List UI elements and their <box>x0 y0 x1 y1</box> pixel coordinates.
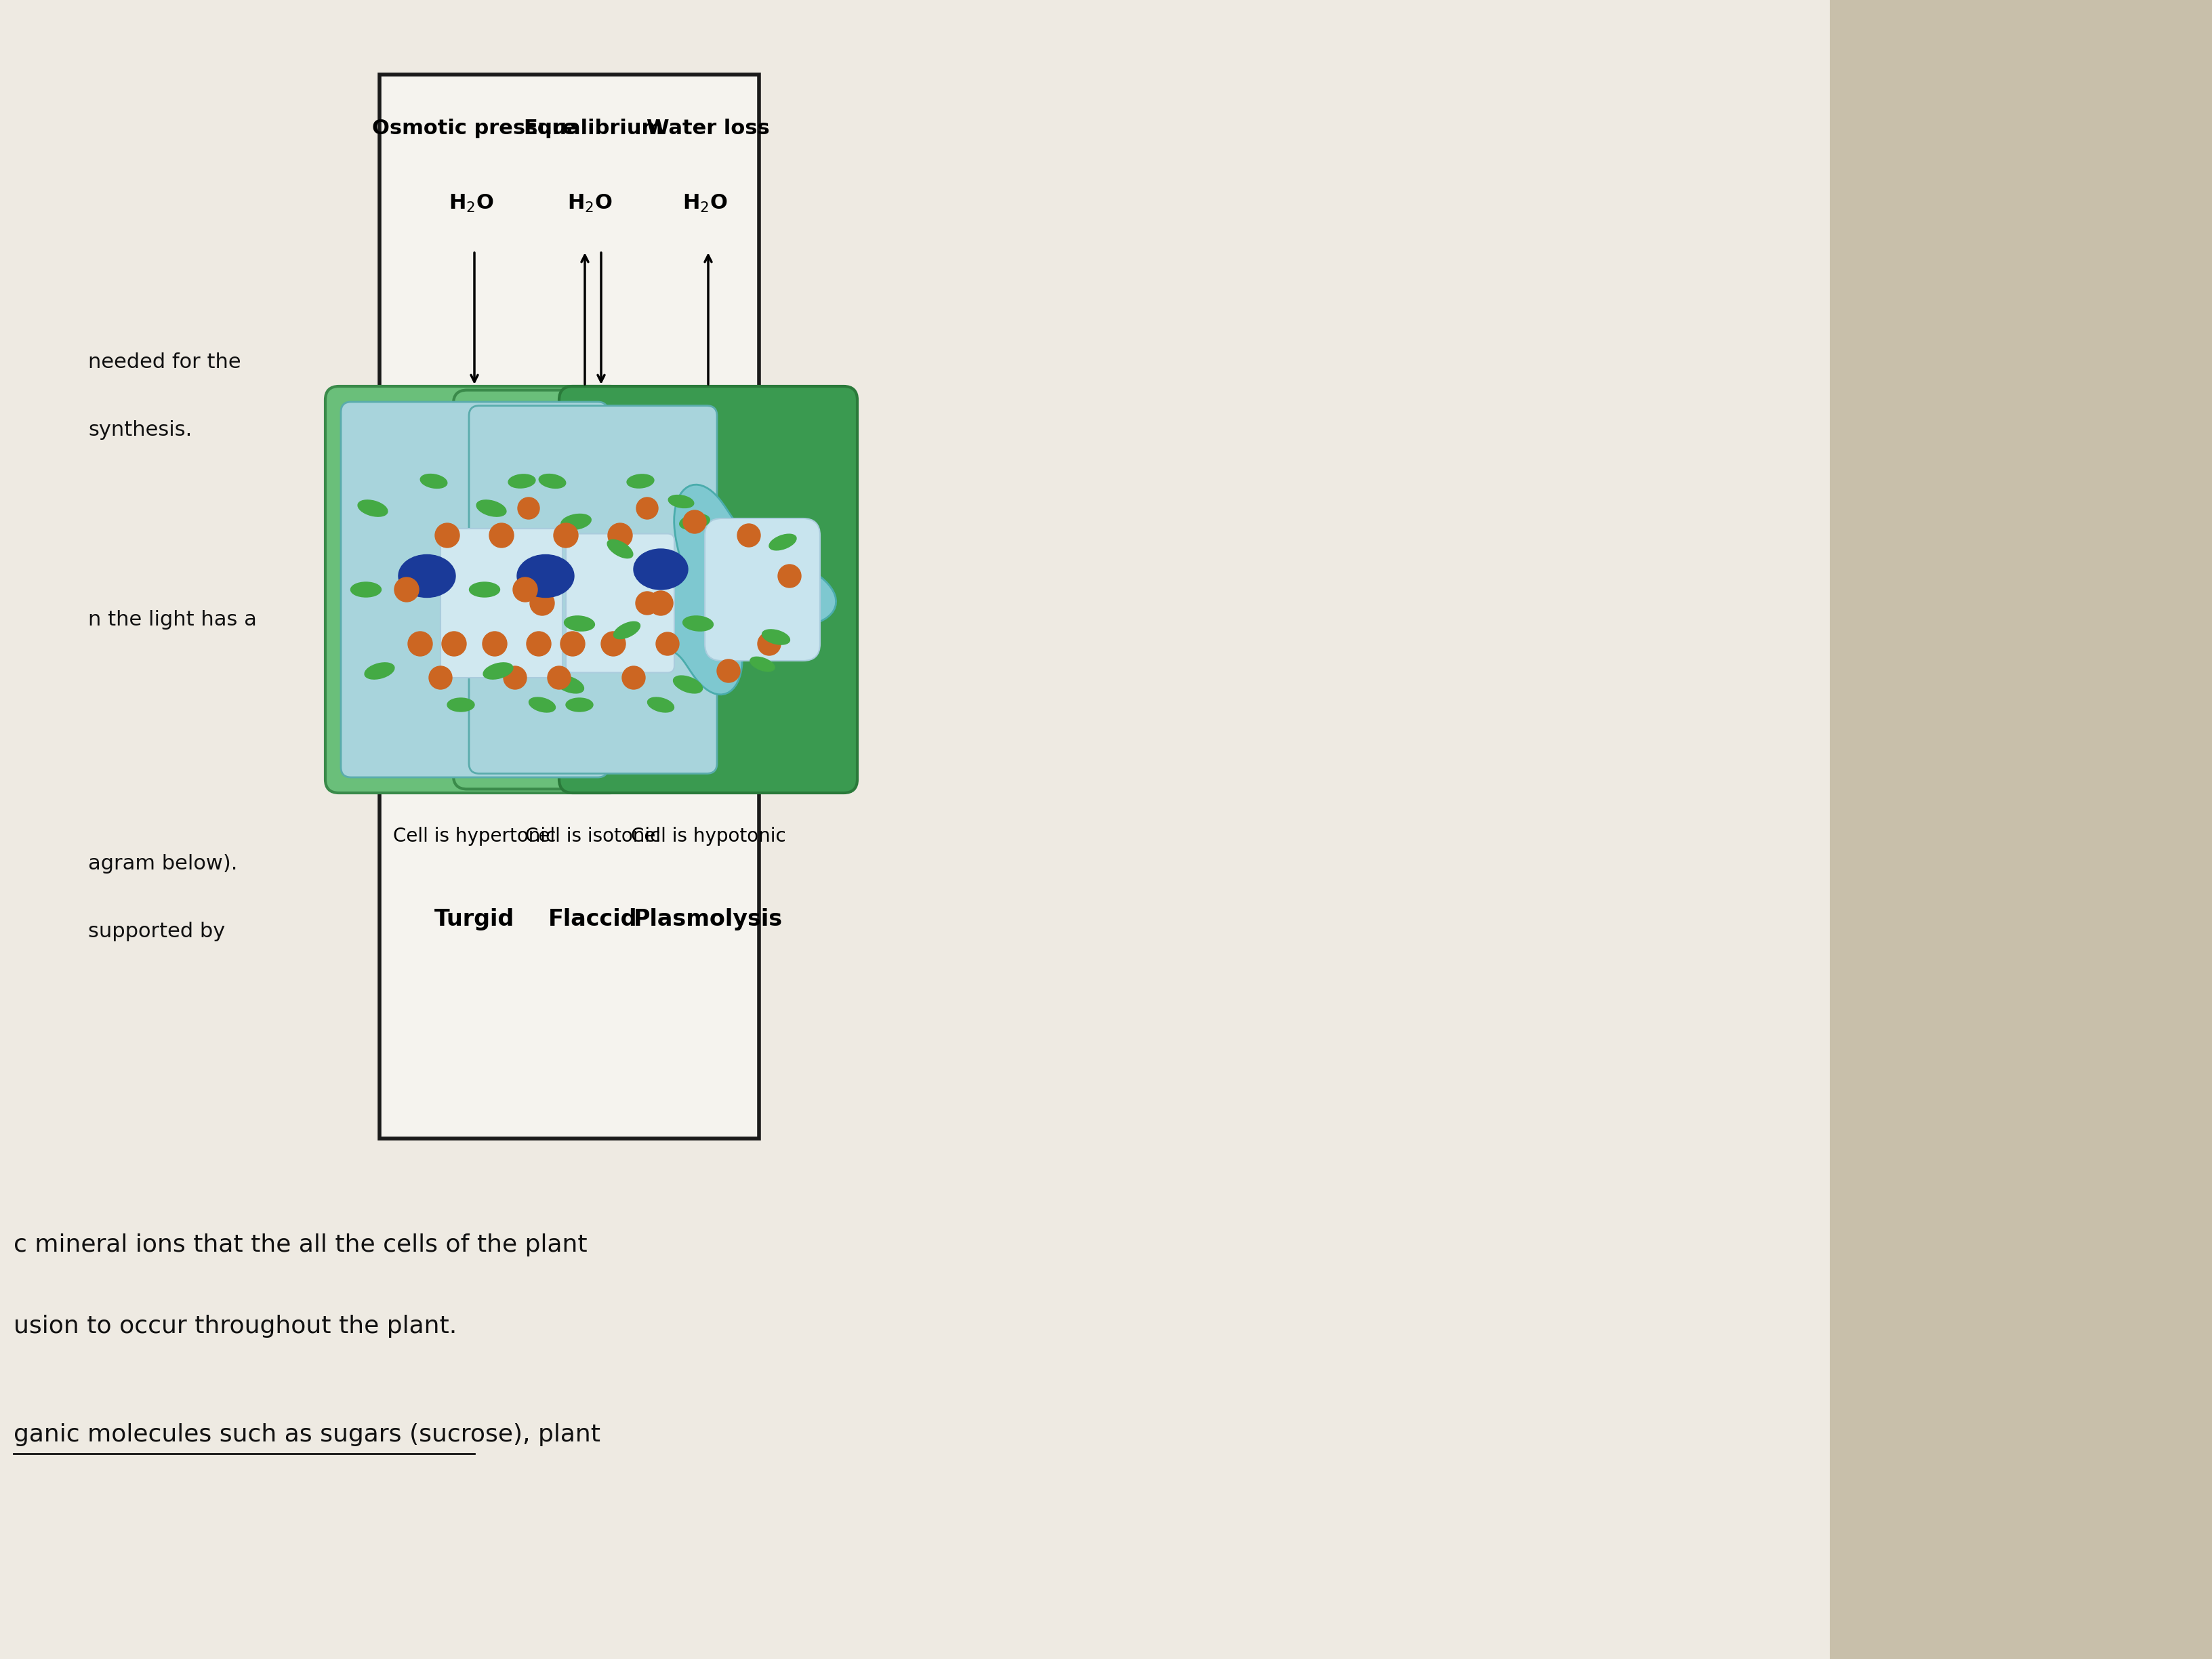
Circle shape <box>717 659 741 682</box>
Ellipse shape <box>447 698 473 712</box>
Circle shape <box>531 591 555 615</box>
Text: Osmotic pressure: Osmotic pressure <box>372 118 577 138</box>
Circle shape <box>657 632 679 655</box>
Circle shape <box>608 523 633 547</box>
Ellipse shape <box>684 615 712 630</box>
Circle shape <box>394 577 418 602</box>
Circle shape <box>635 592 659 615</box>
Circle shape <box>513 577 538 602</box>
Circle shape <box>526 632 551 655</box>
Circle shape <box>602 632 626 655</box>
FancyBboxPatch shape <box>469 406 717 773</box>
Text: Equalibrium: Equalibrium <box>522 118 664 138</box>
Circle shape <box>429 667 451 688</box>
Circle shape <box>759 632 781 655</box>
FancyBboxPatch shape <box>566 534 675 672</box>
Ellipse shape <box>562 514 591 529</box>
Ellipse shape <box>770 534 796 551</box>
Text: H$_2$O: H$_2$O <box>566 192 613 214</box>
FancyBboxPatch shape <box>341 401 608 778</box>
Text: H$_2$O: H$_2$O <box>681 192 728 214</box>
Circle shape <box>648 591 672 615</box>
Ellipse shape <box>509 474 535 488</box>
Ellipse shape <box>352 582 380 597</box>
Circle shape <box>560 632 584 655</box>
Text: supported by: supported by <box>88 922 226 941</box>
Ellipse shape <box>648 697 675 712</box>
Ellipse shape <box>469 582 500 597</box>
Ellipse shape <box>476 499 507 516</box>
Ellipse shape <box>358 499 387 516</box>
FancyBboxPatch shape <box>706 519 821 660</box>
Text: H$_2$O: H$_2$O <box>449 192 493 214</box>
Circle shape <box>504 667 526 688</box>
Text: Water loss: Water loss <box>646 118 770 138</box>
Text: usion to occur throughout the plant.: usion to occur throughout the plant. <box>13 1314 458 1337</box>
FancyBboxPatch shape <box>1829 0 2212 1659</box>
Text: n the light has a: n the light has a <box>88 611 257 629</box>
Circle shape <box>622 667 646 688</box>
FancyBboxPatch shape <box>325 387 624 793</box>
Ellipse shape <box>633 549 688 589</box>
Ellipse shape <box>566 698 593 712</box>
Circle shape <box>737 524 761 547</box>
Ellipse shape <box>613 622 639 639</box>
Ellipse shape <box>540 474 566 488</box>
Ellipse shape <box>555 675 584 693</box>
Ellipse shape <box>420 474 447 488</box>
FancyBboxPatch shape <box>380 75 759 1138</box>
Text: needed for the: needed for the <box>88 352 241 372</box>
Ellipse shape <box>564 615 595 630</box>
Ellipse shape <box>482 662 513 679</box>
FancyBboxPatch shape <box>440 529 562 677</box>
Text: c mineral ions that the all the cells of the plant: c mineral ions that the all the cells of… <box>13 1233 588 1256</box>
Text: Flaccid: Flaccid <box>549 907 637 931</box>
Ellipse shape <box>626 474 655 488</box>
Circle shape <box>407 632 431 655</box>
FancyBboxPatch shape <box>0 0 1829 1659</box>
Text: synthesis.: synthesis. <box>88 420 192 440</box>
Text: Turgid: Turgid <box>434 907 515 931</box>
Circle shape <box>779 564 801 587</box>
Text: Cell is isotonic: Cell is isotonic <box>526 826 661 846</box>
Ellipse shape <box>398 554 456 597</box>
Circle shape <box>482 632 507 655</box>
Ellipse shape <box>750 657 774 672</box>
Circle shape <box>442 632 467 655</box>
Circle shape <box>553 523 577 547</box>
FancyBboxPatch shape <box>560 387 858 793</box>
FancyBboxPatch shape <box>453 390 732 790</box>
Ellipse shape <box>672 675 703 693</box>
Ellipse shape <box>763 629 790 645</box>
Text: agram below).: agram below). <box>88 854 237 874</box>
Text: Plasmolysis: Plasmolysis <box>633 907 783 931</box>
Circle shape <box>436 523 460 547</box>
Text: ganic molecules such as sugars (sucrose), plant: ganic molecules such as sugars (sucrose)… <box>13 1423 599 1447</box>
Ellipse shape <box>365 662 394 679</box>
Ellipse shape <box>608 539 633 557</box>
Polygon shape <box>580 484 836 695</box>
Circle shape <box>549 667 571 688</box>
Ellipse shape <box>518 554 573 597</box>
Ellipse shape <box>668 494 695 508</box>
Circle shape <box>637 498 657 519</box>
Circle shape <box>489 523 513 547</box>
Text: Cell is hypotonic: Cell is hypotonic <box>630 826 785 846</box>
Circle shape <box>518 498 540 519</box>
Ellipse shape <box>679 514 710 529</box>
Circle shape <box>684 511 706 533</box>
Ellipse shape <box>529 697 555 712</box>
Text: Cell is hypertonic: Cell is hypertonic <box>394 826 555 846</box>
